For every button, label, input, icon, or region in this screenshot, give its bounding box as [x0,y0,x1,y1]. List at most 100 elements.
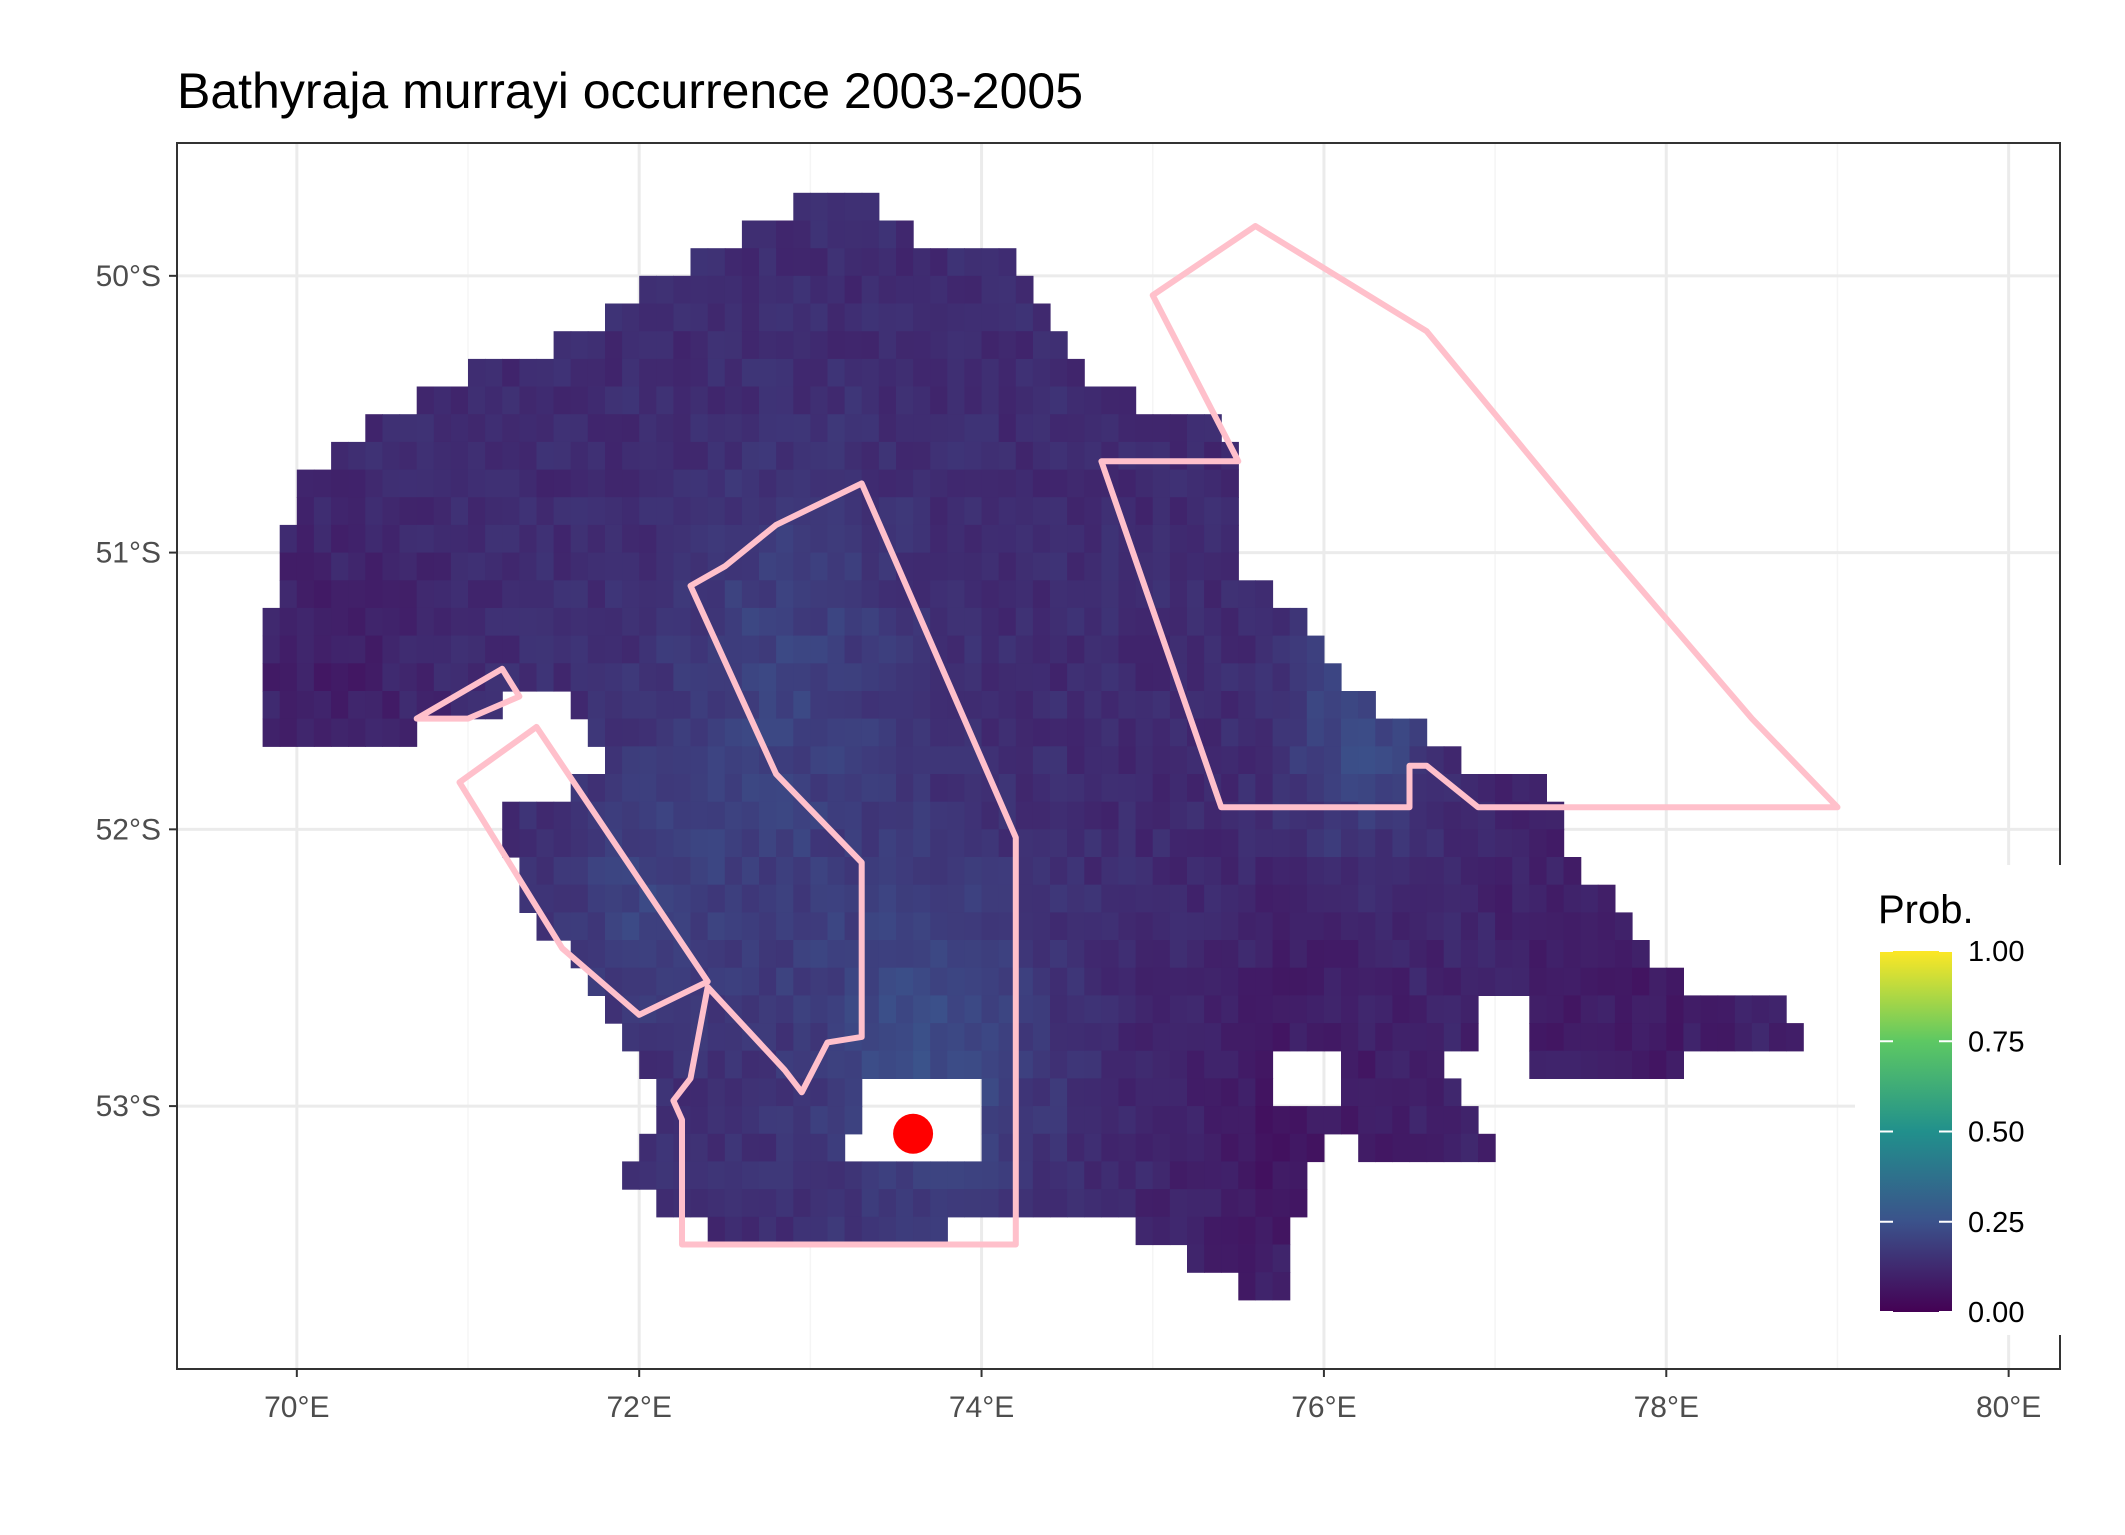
raster-cell [1358,967,1376,996]
raster-cell [1221,884,1239,913]
raster-cell [1204,1189,1222,1218]
raster-cell [1032,718,1051,747]
raster-cell [776,580,794,609]
raster-cell [707,857,726,886]
raster-cell [1375,718,1393,747]
raster-cell [1118,469,1137,498]
raster-cell [399,552,418,581]
x-tick-label: 80°E [1976,1391,2041,1424]
raster-cell [1358,1133,1376,1163]
raster-cell [1118,884,1137,913]
raster-cell [296,469,315,498]
raster-cell [793,829,811,858]
raster-cell [1478,940,1496,969]
raster-cell [1152,1161,1171,1190]
raster-cell [690,497,709,526]
raster-cell [553,829,572,858]
raster-cell [1409,967,1428,996]
raster-cell [1580,940,1599,969]
raster-cell [964,857,983,886]
raster-cell [1358,1106,1376,1135]
raster-cell [810,331,829,360]
raster-cell [878,940,897,969]
raster-cell [605,663,623,692]
raster-cell [331,635,349,664]
raster-cell [810,607,829,637]
raster-cell [1221,663,1239,692]
raster-cell [313,691,332,720]
raster-cell [1084,1161,1102,1190]
raster-cell [964,580,983,609]
raster-cell [1204,469,1222,498]
raster-cell [1032,441,1051,471]
raster-cell [759,995,777,1024]
raster-cell [1238,829,1256,858]
raster-cell [1204,552,1222,581]
raster-cell [1734,995,1753,1024]
raster-cell [724,248,743,277]
raster-cell [878,691,897,720]
raster-cell [930,358,948,388]
raster-cell [1289,967,1308,996]
raster-cell [468,580,486,609]
raster-cell [1015,857,1034,886]
raster-cell [639,1050,657,1079]
raster-cell [1204,1078,1222,1107]
raster-cell [1392,884,1411,913]
raster-cell [622,386,640,415]
raster-cell [1204,995,1222,1024]
raster-cell [981,248,1000,277]
raster-cell [690,663,709,692]
raster-cell [793,884,811,913]
raster-cell [913,1216,931,1246]
raster-cell [1238,607,1256,637]
raster-cell [1152,857,1171,886]
raster-cell [981,857,1000,886]
raster-cell [553,414,572,443]
raster-cell [1358,884,1376,913]
raster-cell [776,524,794,554]
raster-cell [1289,663,1308,692]
raster-cell [1409,718,1428,747]
raster-cell [639,635,657,664]
raster-cell [776,967,794,996]
raster-cell [930,275,948,305]
raster-cell [810,857,829,886]
raster-cell [1460,1023,1479,1052]
raster-cell [1187,912,1205,941]
raster-cell [964,248,983,277]
raster-cell [1169,414,1188,443]
raster-cell [468,358,486,388]
raster-cell [1067,580,1085,609]
raster-cell [570,580,589,609]
raster-cell [587,912,606,941]
raster-cell [1392,746,1411,775]
raster-cell [331,580,349,609]
raster-cell [1529,774,1547,803]
raster-cell [1272,1272,1291,1301]
raster-cell [1580,1050,1599,1079]
raster-cell [896,884,914,913]
raster-cell [1169,801,1188,830]
raster-cell [844,746,863,775]
raster-cell [1238,1161,1256,1190]
raster-cell [1751,1023,1770,1052]
raster-cell [1426,801,1445,830]
raster-cell [1067,718,1085,747]
raster-cell [1187,1078,1205,1107]
raster-cell [759,635,777,664]
raster-cell [1101,967,1120,996]
raster-cell [570,414,589,443]
raster-cell [1375,1050,1393,1079]
raster-cell [861,912,880,941]
raster-cell [741,580,760,609]
raster-cell [1187,1244,1205,1273]
raster-cell [827,967,846,996]
raster-cell [1272,746,1291,775]
raster-cell [605,774,623,803]
raster-cell [793,386,811,415]
raster-cell [1204,691,1222,720]
raster-cell [1152,441,1171,471]
raster-cell [707,718,726,747]
raster-cell [1323,746,1342,775]
